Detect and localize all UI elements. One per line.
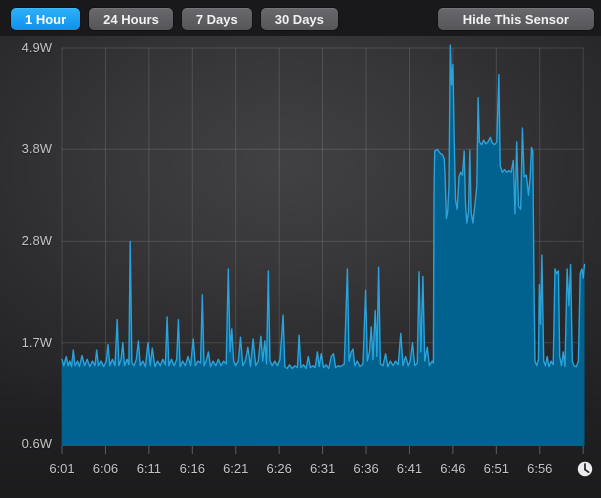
x-axis-label: 6:56 [527, 461, 553, 476]
range-button-7-days[interactable]: 7 Days [181, 8, 252, 30]
range-button-30-days[interactable]: 30 Days [260, 8, 338, 30]
y-axis-label: 2.8W [21, 233, 52, 249]
x-axis-label: 6:31 [309, 461, 336, 476]
x-axis-label: 6:01 [49, 461, 75, 476]
range-button-24-hours[interactable]: 24 Hours [89, 8, 173, 30]
y-axis-label: 1.7W [21, 334, 52, 350]
toolbar: 1 Hour 24 Hours 7 Days 30 Days Hide This… [0, 0, 601, 36]
y-axis-label: 0.6W [21, 436, 52, 451]
history-clock-icon[interactable] [577, 461, 593, 477]
chart-panel: 4.9W 3.8W 2.8W 1.7W 0.6W 6:01 6:06 6:11 6:16 6:21… [0, 35, 601, 498]
x-axis-label: 6:11 [136, 461, 162, 476]
x-axis-label: 6:46 [440, 461, 466, 476]
power-area-fill [62, 45, 585, 446]
range-button-1-hour[interactable]: 1 Hour [11, 8, 81, 30]
x-axis-ticks [61, 446, 584, 454]
y-axis-label: 3.8W [21, 141, 52, 157]
x-axis-label: 6:36 [353, 461, 379, 476]
x-axis-label: 6:21 [223, 461, 249, 476]
y-axis-label: 4.9W [21, 40, 52, 55]
hide-this-sensor-button[interactable]: Hide This Sensor [437, 8, 594, 30]
x-axis-label: 6:16 [179, 461, 205, 476]
x-axis-label: 6:06 [92, 461, 119, 476]
x-axis-label: 6:51 [483, 461, 509, 476]
power-area-line [61, 44, 586, 370]
x-axis-label: 6:26 [266, 461, 292, 476]
time-range-segmented-control: 1 Hour 24 Hours 7 Days 30 Days [11, 8, 338, 30]
x-axis-label: 6:41 [396, 461, 423, 476]
